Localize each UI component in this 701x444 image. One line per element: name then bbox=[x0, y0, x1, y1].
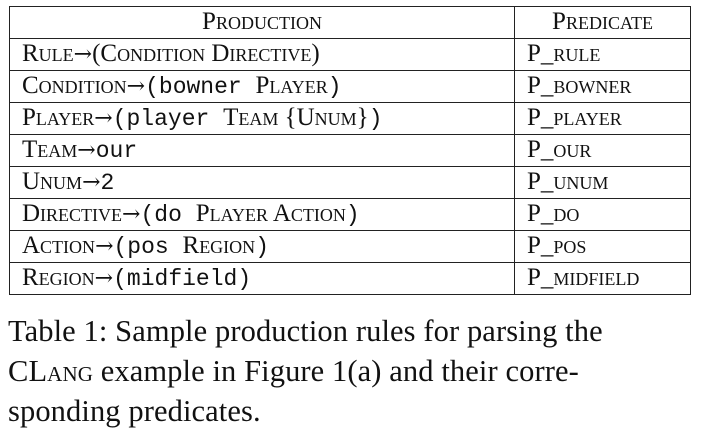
predicate-cell: P_player bbox=[514, 101, 691, 135]
production-cell: Directive→(do Player Action) bbox=[9, 197, 515, 231]
production-cell: Player→(player Team {Unum}) bbox=[9, 101, 515, 135]
production-lhs: Team bbox=[22, 135, 78, 163]
column-header-predicate: Predicate bbox=[514, 6, 691, 39]
production-rhs-part: ) bbox=[327, 73, 342, 100]
production-rhs-part: (bowner bbox=[145, 73, 256, 100]
production-arrow: → bbox=[122, 201, 141, 227]
production-arrow: → bbox=[95, 233, 114, 259]
production-cell: Condition→(bowner Player) bbox=[9, 69, 515, 103]
production-rules-table-container: Production Predicate Rule→(Condition Dir… bbox=[9, 6, 691, 295]
production-rhs-part: Team {Unum} bbox=[223, 103, 369, 131]
production-cell: Region→(midfield) bbox=[9, 261, 515, 295]
production-rhs-part: (Condition Directive) bbox=[92, 39, 320, 67]
production-lhs: Region bbox=[22, 263, 95, 291]
predicate-cell: P_bowner bbox=[514, 69, 691, 103]
table-row: Directive→(do Player Action) P_do bbox=[9, 197, 691, 231]
table-row: Team→our P_our bbox=[9, 133, 691, 167]
table-row: Rule→(Condition Directive) P_rule bbox=[9, 37, 691, 71]
production-arrow: → bbox=[77, 137, 96, 163]
production-lhs: Directive bbox=[22, 199, 123, 227]
production-cell: Team→our bbox=[9, 133, 515, 167]
production-lhs: Condition bbox=[22, 71, 127, 99]
caption-line-2: CLang example in Figure 1(a) and their c… bbox=[8, 351, 694, 391]
production-rhs-part: 2 bbox=[100, 169, 115, 196]
production-rhs-part: ) bbox=[368, 105, 383, 132]
production-rhs-part: (do bbox=[140, 201, 196, 228]
production-rhs-part: ) bbox=[345, 201, 360, 228]
table-row: Unum→2 P_unum bbox=[9, 165, 691, 199]
production-rhs-part: (midfield) bbox=[113, 265, 252, 292]
column-header-production: Production bbox=[9, 6, 515, 39]
table-header-row: Production Predicate bbox=[9, 6, 691, 39]
predicate-cell: P_do bbox=[514, 197, 691, 231]
predicate-cell: P_midfield bbox=[514, 261, 691, 295]
predicate-cell: P_our bbox=[514, 133, 691, 167]
table-caption: Table 1: Sample production rules for par… bbox=[8, 311, 694, 431]
production-lhs: Rule bbox=[22, 39, 74, 67]
production-rhs-part: Region bbox=[182, 231, 256, 259]
caption-clang-term: CLang bbox=[8, 354, 93, 388]
predicate-cell: P_pos bbox=[514, 229, 691, 263]
table-row: Condition→(bowner Player) P_bowner bbox=[9, 69, 691, 103]
production-rhs-part: Player bbox=[255, 71, 328, 99]
production-lhs: Player bbox=[22, 103, 95, 131]
table-row: Player→(player Team {Unum}) P_player bbox=[9, 101, 691, 135]
production-lhs: Unum bbox=[22, 167, 83, 195]
production-arrow: → bbox=[94, 265, 114, 291]
caption-line-3: sponding predicates. bbox=[8, 394, 261, 428]
caption-line-2-rest: example in Figure 1(a) and their corre- bbox=[92, 354, 579, 388]
caption-line-1: Table 1: Sample production rules for par… bbox=[8, 314, 603, 348]
production-lhs: Action bbox=[22, 231, 96, 259]
table-row: Region→(midfield) P_midfield bbox=[9, 261, 691, 295]
production-arrow: → bbox=[94, 105, 113, 131]
predicate-cell: P_unum bbox=[514, 165, 691, 199]
production-cell: Rule→(Condition Directive) bbox=[9, 37, 515, 71]
predicate-cell: P_rule bbox=[514, 37, 691, 71]
production-rhs-part: (pos bbox=[113, 233, 183, 260]
production-rhs-part: (player bbox=[112, 105, 224, 132]
production-cell: Unum→2 bbox=[9, 165, 515, 199]
production-rhs-part: our bbox=[95, 137, 138, 164]
production-rules-table: Production Predicate Rule→(Condition Dir… bbox=[9, 6, 691, 295]
production-arrow: → bbox=[73, 41, 93, 67]
production-arrow: → bbox=[126, 73, 146, 99]
production-arrow: → bbox=[82, 169, 101, 195]
production-rhs-part: ) bbox=[255, 233, 269, 260]
table-body: Rule→(Condition Directive) P_rule Conditio… bbox=[9, 37, 691, 295]
table-row: Action→(pos Region) P_pos bbox=[9, 229, 691, 263]
production-rhs-part: Player Action bbox=[195, 199, 346, 227]
production-cell: Action→(pos Region) bbox=[9, 229, 515, 263]
